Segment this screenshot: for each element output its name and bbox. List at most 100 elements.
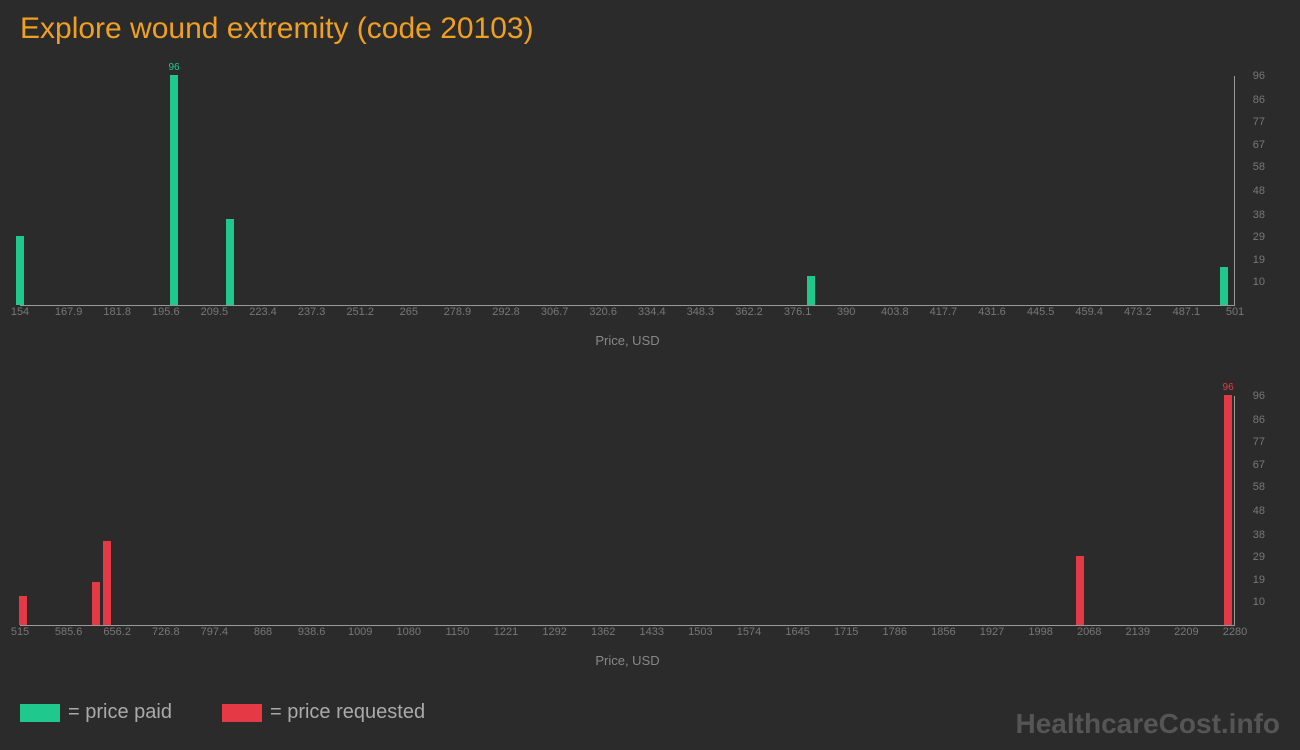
- x-tick: 181.8: [103, 306, 131, 318]
- x-tick: 209.5: [201, 306, 229, 318]
- bottom-x-axis-label: Price, USD: [20, 653, 1235, 668]
- y-tick: 96: [1253, 70, 1265, 82]
- x-tick: 459.4: [1075, 306, 1103, 318]
- y-tick: 96: [1253, 390, 1265, 402]
- x-tick: 2280: [1223, 626, 1247, 638]
- x-tick: 1080: [397, 626, 421, 638]
- x-tick: 868: [254, 626, 272, 638]
- bottom-x-ticks: 515585.6656.2726.8797.4868938.6100910801…: [20, 626, 1235, 646]
- x-tick: 473.2: [1124, 306, 1152, 318]
- bar: [92, 582, 100, 625]
- x-tick: 1786: [883, 626, 907, 638]
- x-tick: 431.6: [978, 306, 1006, 318]
- y-tick: 77: [1253, 116, 1265, 128]
- x-tick: 1221: [494, 626, 518, 638]
- x-tick: 1927: [980, 626, 1004, 638]
- top-chart-area: 96: [20, 76, 1235, 306]
- x-tick: 1998: [1028, 626, 1052, 638]
- legend-item-paid: = price paid: [20, 701, 172, 724]
- top-x-ticks: 154167.9181.8195.6209.5223.4237.3251.226…: [20, 306, 1235, 326]
- y-tick: 38: [1253, 529, 1265, 541]
- x-tick: 487.1: [1173, 306, 1201, 318]
- x-tick: 223.4: [249, 306, 277, 318]
- y-tick: 10: [1253, 276, 1265, 288]
- x-tick: 403.8: [881, 306, 909, 318]
- x-tick: 306.7: [541, 306, 569, 318]
- y-tick: 48: [1253, 185, 1265, 197]
- x-tick: 1645: [785, 626, 809, 638]
- x-tick: 237.3: [298, 306, 326, 318]
- x-tick: 376.1: [784, 306, 812, 318]
- x-tick: 797.4: [201, 626, 229, 638]
- x-tick: 726.8: [152, 626, 180, 638]
- top-x-axis-label: Price, USD: [20, 333, 1235, 348]
- y-tick: 58: [1253, 481, 1265, 493]
- legend-swatch-paid: [20, 704, 60, 722]
- bar: [226, 219, 234, 305]
- x-tick: 938.6: [298, 626, 326, 638]
- y-tick: 67: [1253, 459, 1265, 471]
- bar-value-label: 96: [1223, 382, 1234, 395]
- y-tick: 48: [1253, 505, 1265, 517]
- x-tick: 501: [1226, 306, 1244, 318]
- y-tick: 77: [1253, 436, 1265, 448]
- y-tick: 86: [1253, 94, 1265, 106]
- x-tick: 154: [11, 306, 29, 318]
- bar: 96: [170, 75, 178, 305]
- x-tick: 167.9: [55, 306, 83, 318]
- x-tick: 656.2: [103, 626, 131, 638]
- top-y-ticks: 10192938485867778696: [1235, 76, 1265, 306]
- x-tick: 1292: [542, 626, 566, 638]
- x-tick: 348.3: [687, 306, 715, 318]
- x-tick: 1856: [931, 626, 955, 638]
- x-tick: 1009: [348, 626, 372, 638]
- y-tick: 58: [1253, 161, 1265, 173]
- y-tick: 38: [1253, 209, 1265, 221]
- bar: [103, 541, 111, 625]
- page-title: Explore wound extremity (code 20103): [20, 12, 1280, 46]
- x-tick: 417.7: [930, 306, 958, 318]
- bar-value-label: 96: [169, 62, 180, 75]
- top-chart-panel: 96 10192938485867778696 Number of servic…: [20, 56, 1280, 356]
- watermark: HealthcareCost.info: [1016, 708, 1281, 740]
- bottom-y-ticks: 10192938485867778696: [1235, 396, 1265, 626]
- y-tick: 19: [1253, 254, 1265, 266]
- x-tick: 320.6: [589, 306, 617, 318]
- y-tick: 67: [1253, 139, 1265, 151]
- x-tick: 1433: [640, 626, 664, 638]
- bottom-chart-panel: 96 10192938485867778696 Number of servic…: [20, 376, 1280, 676]
- bar: 96: [1224, 395, 1232, 625]
- x-tick: 2209: [1174, 626, 1198, 638]
- x-tick: 585.6: [55, 626, 83, 638]
- x-tick: 1150: [446, 626, 470, 638]
- y-tick: 29: [1253, 551, 1265, 563]
- x-tick: 1503: [688, 626, 712, 638]
- x-tick: 445.5: [1027, 306, 1055, 318]
- x-tick: 251.2: [346, 306, 374, 318]
- y-tick: 19: [1253, 574, 1265, 586]
- x-tick: 265: [400, 306, 418, 318]
- y-tick: 10: [1253, 596, 1265, 608]
- y-tick: 86: [1253, 414, 1265, 426]
- x-tick: 2068: [1077, 626, 1101, 638]
- x-tick: 2139: [1126, 626, 1150, 638]
- bar: [16, 236, 24, 305]
- bottom-chart-area: 96: [20, 396, 1235, 626]
- bar: [1076, 556, 1084, 625]
- x-tick: 1715: [834, 626, 858, 638]
- x-tick: 362.2: [735, 306, 763, 318]
- x-tick: 1362: [591, 626, 615, 638]
- legend-label-requested: = price requested: [270, 701, 425, 724]
- bar: [19, 596, 27, 625]
- x-tick: 292.8: [492, 306, 520, 318]
- x-tick: 515: [11, 626, 29, 638]
- x-tick: 334.4: [638, 306, 666, 318]
- y-tick: 29: [1253, 231, 1265, 243]
- x-tick: 390: [837, 306, 855, 318]
- x-tick: 278.9: [444, 306, 472, 318]
- legend-swatch-requested: [222, 704, 262, 722]
- bar: [807, 276, 815, 305]
- x-tick: 1574: [737, 626, 761, 638]
- x-tick: 195.6: [152, 306, 180, 318]
- bar: [1220, 267, 1228, 305]
